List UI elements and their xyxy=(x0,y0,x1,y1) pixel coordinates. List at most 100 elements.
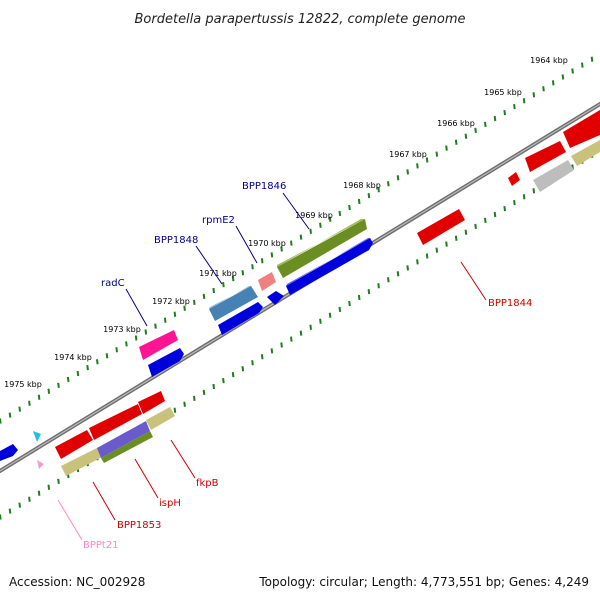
scale-labels: 1964 kbp 1965 kbp 1966 kbp 1967 kbp 1968 kbp… xyxy=(4,56,568,389)
outer-tick xyxy=(590,56,594,62)
outer-tick xyxy=(406,169,409,175)
gene-label-radc[interactable]: radC xyxy=(101,278,125,289)
outer-tick xyxy=(57,382,60,389)
gene-label-isph[interactable]: ispH xyxy=(159,498,181,509)
gene-feature-radc[interactable] xyxy=(139,330,178,360)
inner-tick xyxy=(532,188,536,194)
outer-tick xyxy=(173,311,177,317)
inner-tick xyxy=(387,277,390,283)
leader-rpme2 xyxy=(235,225,258,264)
gene-feature-red-c[interactable] xyxy=(138,391,165,414)
inner-tick xyxy=(503,205,506,212)
gene-feature-red-small[interactable] xyxy=(508,172,520,186)
outer-tick xyxy=(183,305,186,311)
outer-scale-ring xyxy=(0,56,594,424)
inner-tick xyxy=(425,253,429,259)
gene-feature-cyan[interactable] xyxy=(33,431,41,442)
inner-tick xyxy=(212,383,215,390)
outer-tick xyxy=(86,364,89,371)
gene-feature-ispH[interactable] xyxy=(97,421,150,458)
inner-tick xyxy=(484,217,487,224)
gene-feature-blue-2[interactable] xyxy=(218,302,263,335)
outer-tick xyxy=(241,270,245,276)
inner-tick xyxy=(493,211,497,218)
outer-tick xyxy=(193,299,196,306)
inner-tick xyxy=(319,318,322,324)
outer-tick xyxy=(328,216,332,222)
gene-label-bpp1853[interactable]: BPP1853 xyxy=(117,520,161,531)
gene-label-bpp1848[interactable]: BPP1848 xyxy=(154,235,198,246)
outer-tick xyxy=(454,139,458,145)
inner-tick xyxy=(57,478,60,485)
gene-feature-blue-3[interactable] xyxy=(148,348,184,377)
inner-tick xyxy=(328,312,332,318)
gene-labels: BPP1846 rpmE2 BPP1848 radC BPP1844 fkpB … xyxy=(83,181,532,551)
gene-feature-red-right-2[interactable] xyxy=(563,110,600,148)
outer-tick xyxy=(357,198,361,205)
outer-tick xyxy=(270,252,274,258)
inner-tick xyxy=(8,508,12,514)
scale-label: 1973 kbp xyxy=(103,325,141,334)
leader-bpp1844 xyxy=(460,261,487,301)
gene-feature-bpp1844[interactable] xyxy=(417,209,465,245)
gene-label-bppt21[interactable]: BPPt21 xyxy=(83,540,119,551)
inner-tick xyxy=(183,401,186,407)
gene-label-bpp1844[interactable]: BPP1844 xyxy=(488,298,532,309)
gene-feature-bpp1846[interactable] xyxy=(277,219,367,278)
scale-label: 1975 kbp xyxy=(4,380,42,389)
inner-tick xyxy=(406,265,409,271)
accession-text: Accession: NC_002928 xyxy=(9,575,145,589)
outer-tick xyxy=(522,98,526,104)
inner-tick xyxy=(338,306,342,313)
gene-label-fkpb[interactable]: fkpB xyxy=(196,478,219,489)
inner-tick xyxy=(222,377,225,384)
gene-feature-red-right-1[interactable] xyxy=(525,141,566,172)
scale-label: 1974 kbp xyxy=(54,353,92,362)
label-leaders xyxy=(57,192,487,541)
gene-feature-bpp1853[interactable] xyxy=(61,448,102,476)
gene-features xyxy=(0,110,600,476)
gene-feature-red-b[interactable] xyxy=(89,404,142,440)
gene-feature-olive-low[interactable] xyxy=(101,431,153,463)
inner-tick xyxy=(416,259,419,265)
outer-tick xyxy=(551,80,555,86)
outer-tick xyxy=(212,287,215,294)
inner-tick xyxy=(367,288,371,295)
gene-feature-rpme2[interactable] xyxy=(258,272,276,291)
gene-feature-blue-left[interactable] xyxy=(0,444,18,461)
scale-label: 1965 kbp xyxy=(484,88,522,97)
gene-label-rpme2[interactable]: rpmE2 xyxy=(202,215,235,226)
inner-tick xyxy=(173,407,177,413)
inner-tick xyxy=(260,354,264,360)
outer-tick xyxy=(231,275,235,282)
outer-tick xyxy=(125,341,128,347)
outer-tick xyxy=(396,175,400,181)
gene-feature-bpp1848[interactable] xyxy=(209,286,258,321)
outer-tick xyxy=(319,222,322,228)
outer-tick xyxy=(260,258,264,264)
inner-tick xyxy=(454,235,458,241)
outer-tick xyxy=(503,109,506,116)
scale-label: 1964 kbp xyxy=(530,56,568,65)
gene-feature-blue-1[interactable] xyxy=(286,238,373,295)
outer-tick xyxy=(581,62,584,68)
gene-feature-small-blue[interactable] xyxy=(267,291,284,305)
outer-tick xyxy=(367,192,371,199)
gene-feature-bppt21[interactable] xyxy=(37,460,44,469)
inner-tick xyxy=(270,348,274,354)
gene-feature-fkpb[interactable] xyxy=(146,407,175,430)
gene-feature-red-a[interactable] xyxy=(55,430,93,459)
gene-label-bpp1846[interactable]: BPP1846 xyxy=(242,181,286,192)
outer-tick xyxy=(47,388,51,394)
gene-feature-gray[interactable] xyxy=(533,160,574,192)
inner-tick xyxy=(464,229,468,235)
scale-label: 1966 kbp xyxy=(437,119,475,128)
inner-tick xyxy=(513,199,516,206)
outer-tick xyxy=(96,359,99,365)
outer-tick xyxy=(299,234,303,240)
outer-tick xyxy=(280,246,283,252)
gene-feature-khaki-right[interactable] xyxy=(571,140,600,166)
inner-tick xyxy=(435,247,439,253)
outer-tick xyxy=(338,210,342,217)
inner-tick xyxy=(377,283,380,289)
